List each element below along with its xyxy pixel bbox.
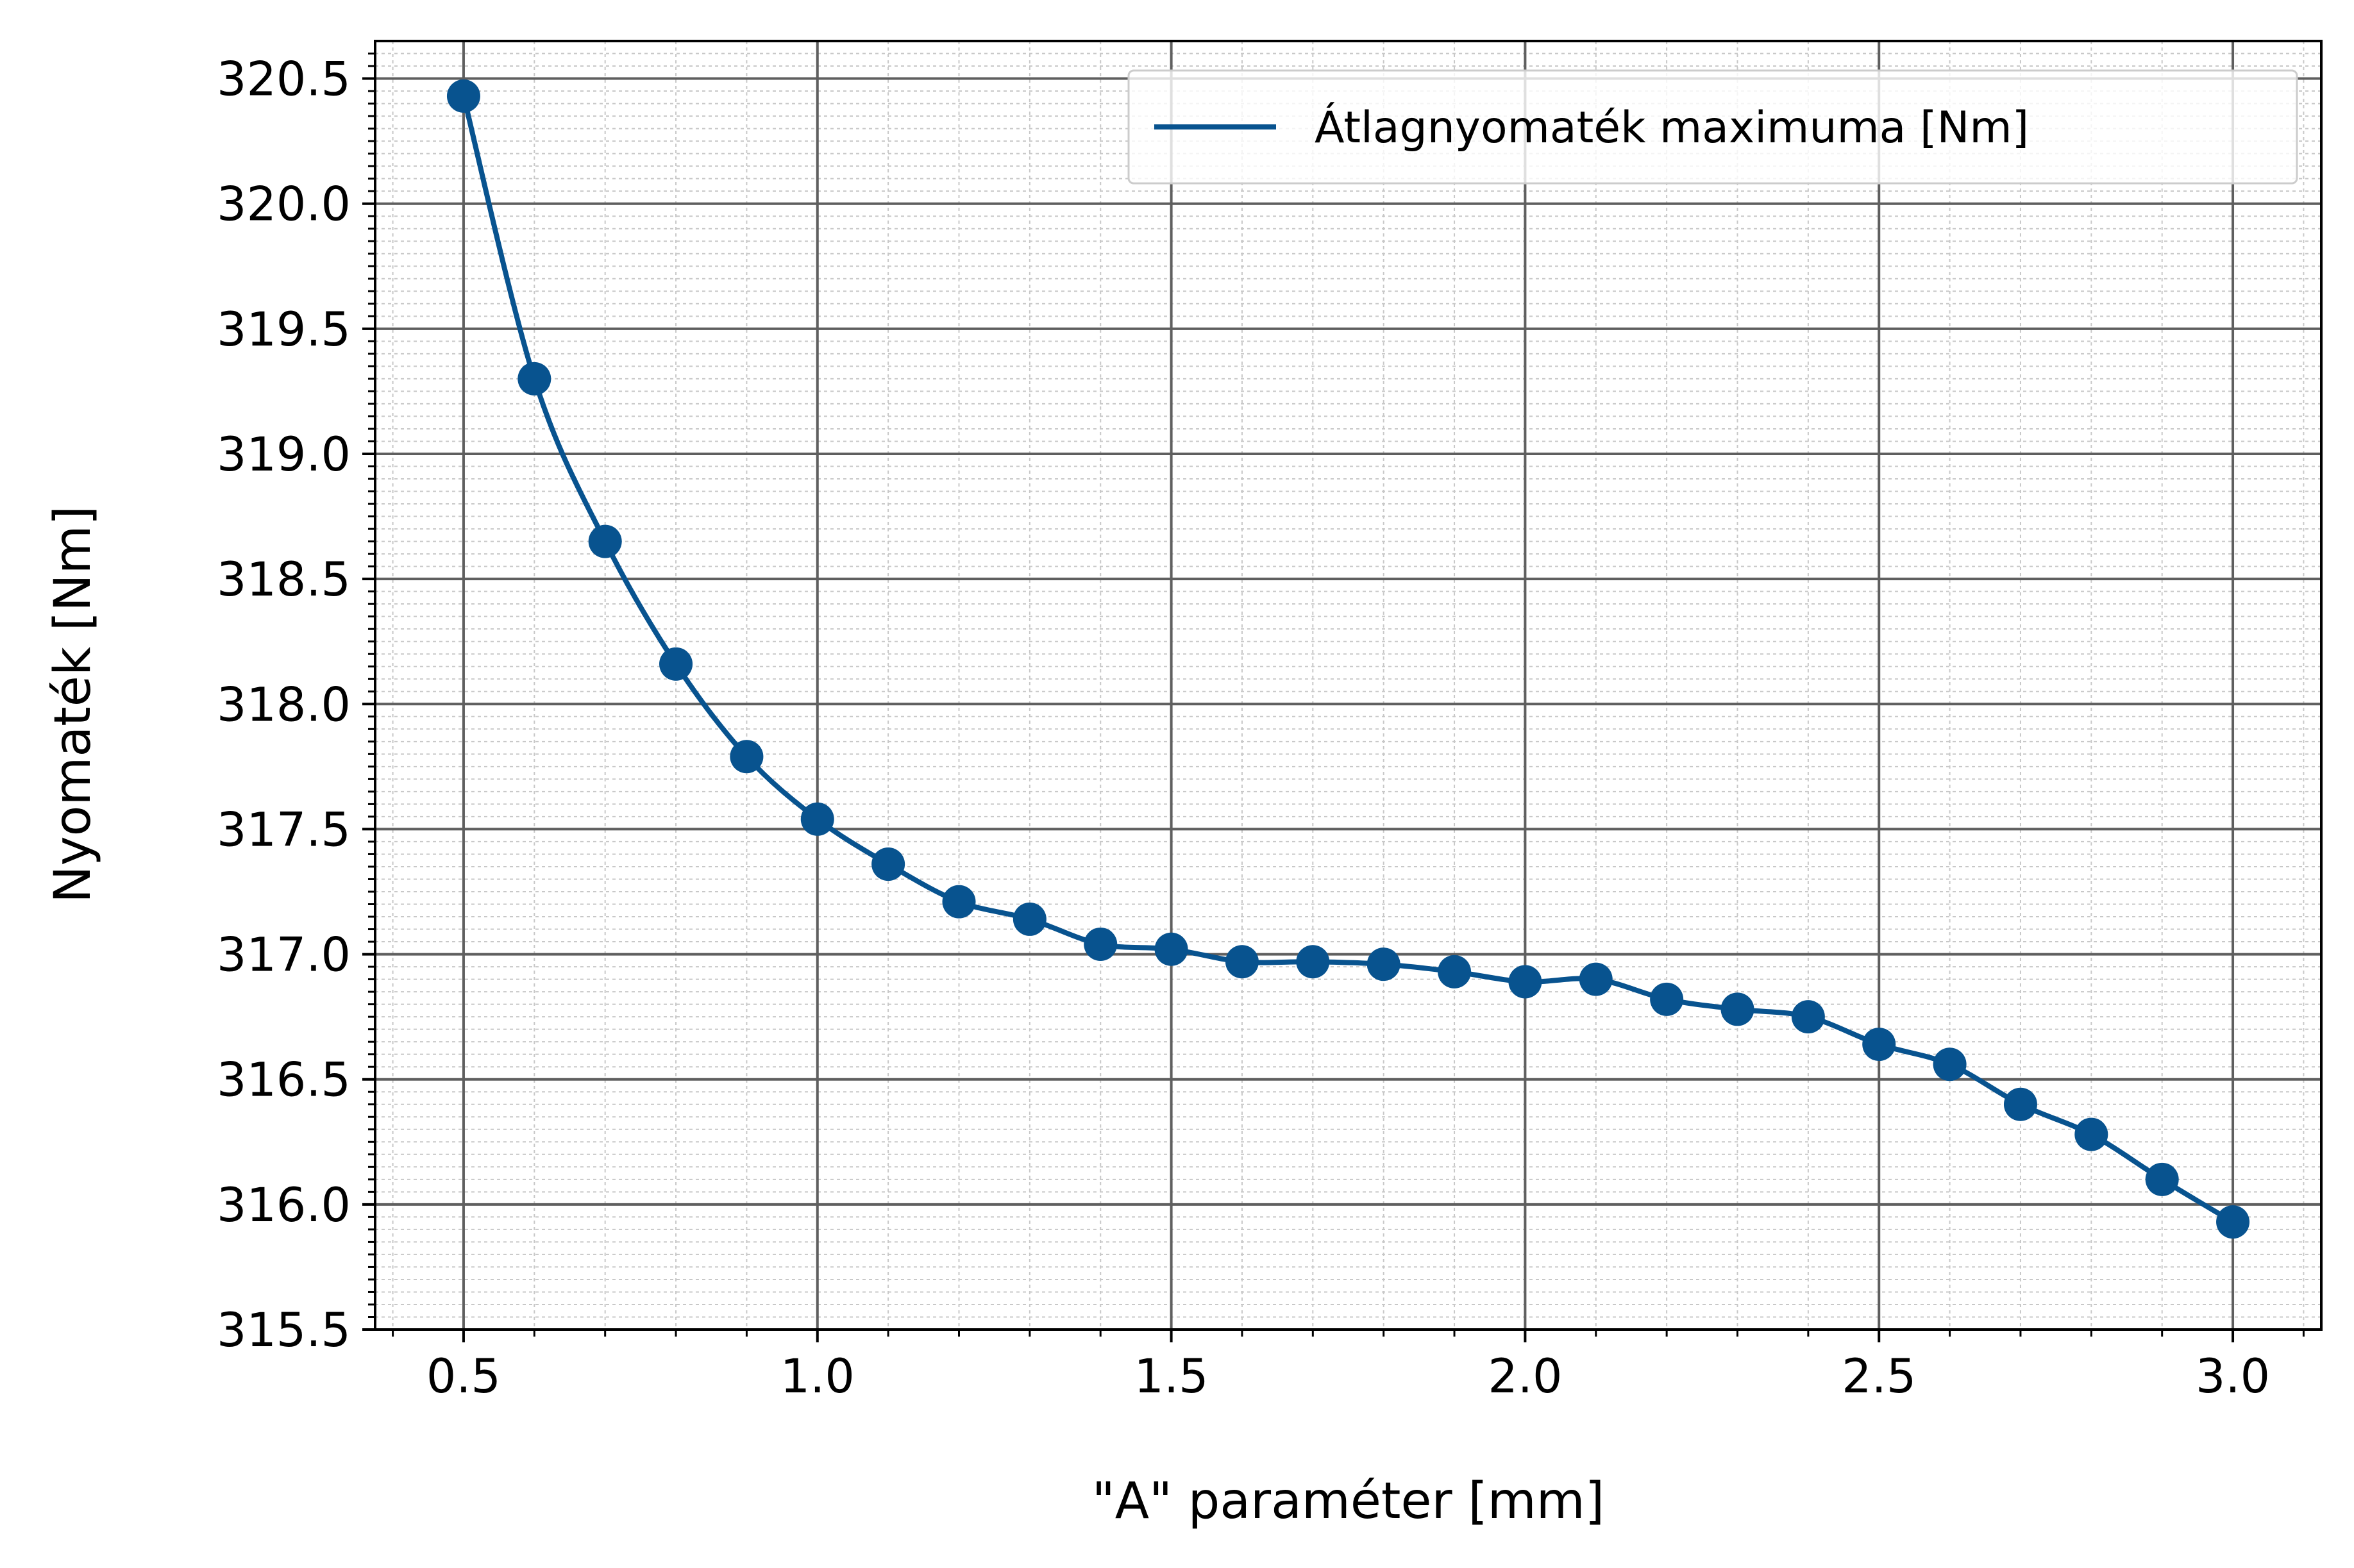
y-axis-label: Nyomaték [Nm] [44,506,102,903]
data-point [1579,962,1613,996]
legend-label: Átlagnyomaték maximuma [Nm] [1315,102,2029,153]
x-tick-label: 3.0 [2196,1349,2270,1404]
data-point [659,647,693,681]
data-point [1296,945,1330,979]
y-tick-label: 317.5 [217,803,351,857]
data-point [1508,965,1542,999]
data-point [1154,932,1188,966]
x-tick-label: 1.0 [780,1349,855,1404]
data-point [1862,1028,1896,1062]
y-tick-label: 318.5 [217,553,351,607]
legend: Átlagnyomaték maximuma [Nm] [1127,69,2298,185]
y-tick-label: 315.5 [217,1303,351,1358]
y-tick-label: 319.0 [217,428,351,482]
x-tick-label: 0.5 [426,1349,501,1404]
data-point [1720,992,1754,1026]
data-point [517,362,551,396]
plot-frame [374,40,2323,1331]
x-axis-label: "A" paraméter [mm] [1092,1472,1604,1530]
y-tick-label: 320.5 [217,53,351,107]
data-point [800,802,834,836]
data-point [871,847,905,881]
data-point [2216,1205,2250,1239]
y-tick-label: 319.5 [217,303,351,357]
data-point [1225,945,1259,979]
y-tick-label: 316.5 [217,1053,351,1108]
data-point [2003,1087,2037,1121]
series-layer [446,79,2250,1239]
data-point [2074,1117,2108,1151]
data-point [1791,1000,1825,1034]
data-point [2145,1162,2179,1196]
data-point [730,740,764,774]
data-point [588,524,622,558]
data-point [1013,902,1047,936]
ticks-layer [362,53,2305,1342]
data-point [1933,1047,1967,1081]
y-tick-label: 317.0 [217,928,351,983]
data-point [1438,955,1472,988]
tick-labels-layer: 0.5 1.0 1.5 2.0 2.5 3.0 315.5 316.0 316.5 317.0 31… [217,53,2270,1404]
y-tick-label: 318.0 [217,678,351,732]
data-point [942,885,976,919]
legend-box [1127,69,2298,185]
data-point [1650,982,1684,1016]
data-point [1366,947,1400,981]
y-tick-label: 320.0 [217,178,351,232]
data-point [1084,927,1118,961]
y-tick-label: 316.0 [217,1178,351,1233]
data-point [446,79,480,113]
x-tick-label: 1.5 [1134,1349,1209,1404]
x-tick-label: 2.5 [1842,1349,1916,1404]
x-tick-label: 2.0 [1488,1349,1562,1404]
